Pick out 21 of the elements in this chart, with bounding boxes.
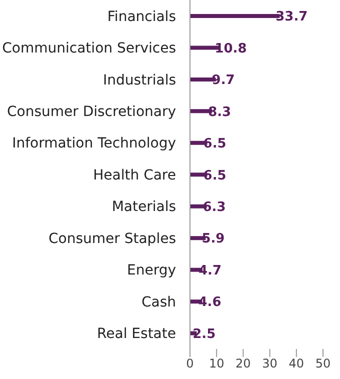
y-tick-label: Cash: [141, 294, 176, 310]
data-label: 33.7: [276, 10, 308, 25]
data-label: 5.9: [202, 232, 225, 247]
y-tick-label: Industrials: [103, 72, 176, 88]
data-label: 2.5: [192, 326, 216, 342]
y-tick-label: Materials: [112, 199, 176, 216]
y-tick-label: Financials: [107, 8, 176, 25]
data-label: 10.8: [214, 41, 247, 56]
y-tick-label: Information Technology: [12, 136, 176, 152]
y-tick-label: Real Estate: [97, 326, 176, 342]
y-tick-label: Consumer Staples: [48, 230, 176, 247]
x-tick-label: 50: [315, 356, 331, 371]
x-tick-label: 40: [288, 356, 304, 371]
x-tick-label: 10: [208, 356, 224, 371]
y-tick-label: Energy: [126, 262, 176, 279]
x-tick-label: 0: [186, 356, 194, 371]
x-tick-label: 30: [262, 356, 278, 371]
y-tick-label: Communication Services: [2, 40, 176, 57]
y-tick-label: Consumer Discretionary: [7, 104, 176, 120]
x-tick-label: 20: [236, 356, 251, 371]
y-tick-label: Health Care: [93, 167, 176, 184]
